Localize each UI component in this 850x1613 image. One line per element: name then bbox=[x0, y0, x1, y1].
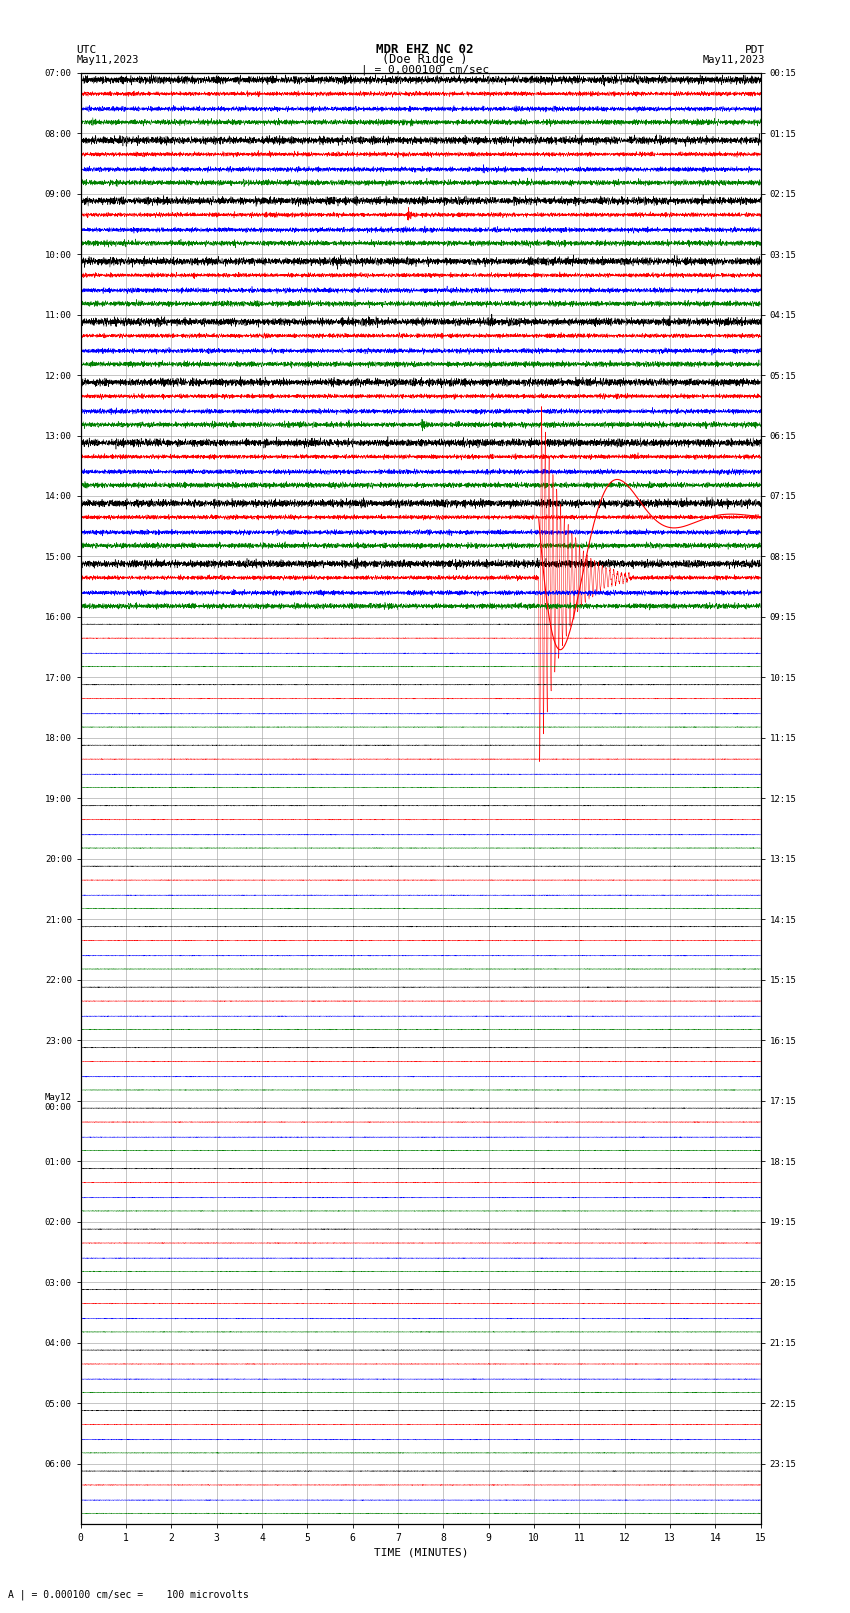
Text: (Doe Ridge ): (Doe Ridge ) bbox=[382, 53, 468, 66]
Text: PDT: PDT bbox=[745, 45, 765, 55]
Text: A | = 0.000100 cm/sec =    100 microvolts: A | = 0.000100 cm/sec = 100 microvolts bbox=[8, 1589, 249, 1600]
Text: May11,2023: May11,2023 bbox=[702, 55, 765, 65]
Text: | = 0.000100 cm/sec: | = 0.000100 cm/sec bbox=[361, 65, 489, 76]
X-axis label: TIME (MINUTES): TIME (MINUTES) bbox=[373, 1547, 468, 1558]
Text: MDR EHZ NC 02: MDR EHZ NC 02 bbox=[377, 44, 473, 56]
Text: UTC: UTC bbox=[76, 45, 97, 55]
Text: May11,2023: May11,2023 bbox=[76, 55, 139, 65]
